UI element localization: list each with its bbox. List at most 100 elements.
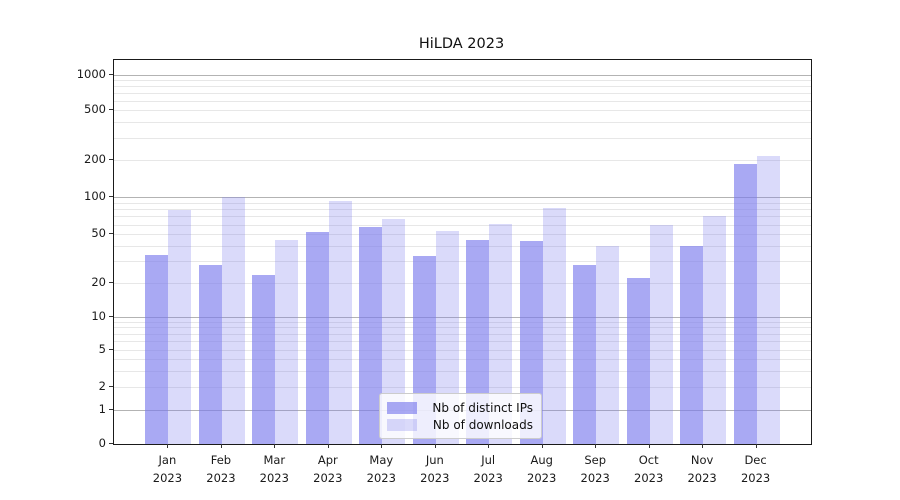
y-tick-label: 50 [91,226,106,241]
bar-distinct-ips [359,227,383,444]
y-tick-mark [108,315,113,317]
y-tick-label: 20 [91,274,106,289]
y-tick-mark [108,386,113,388]
bar-distinct-ips [466,239,490,444]
bar-downloads [221,197,245,444]
bar-downloads [649,224,673,444]
x-tick-mark [434,444,436,448]
gridline-minor [114,86,811,88]
bar-downloads [275,239,299,444]
gridline-major [114,75,811,76]
bar-downloads [489,223,513,444]
gridline-minor [114,370,811,372]
y-tick-label: 500 [84,101,106,116]
x-tick-mark [381,444,383,448]
y-tick-label: 10 [91,308,106,323]
gridline-minor [114,80,811,82]
x-tick-mark [274,444,276,448]
x-tick-label: Mar 2023 [259,453,289,485]
legend-label-distinct-ips: Nb of distinct IPs [432,400,533,415]
bar-distinct-ips [733,163,757,444]
bar-distinct-ips [680,246,704,444]
y-tick-label: 5 [98,341,106,356]
legend-row-distinct-ips: Nb of distinct IPs [387,401,533,415]
gridline-minor [114,261,811,263]
gridline-minor [114,282,811,284]
gridline-minor [114,327,811,329]
bar-distinct-ips [252,275,276,444]
x-tick-mark [595,444,597,448]
gridline-major [114,316,811,318]
gridline-major [114,197,811,199]
legend-label-downloads: Nb of downloads [432,417,533,432]
y-tick-label: 1 [98,401,106,416]
x-tick-mark [167,444,169,448]
gridline-minor [114,341,811,343]
bar-downloads [328,201,352,444]
legend: Nb of distinct IPs Nb of downloads [379,393,542,439]
chart-title: HiLDA 2023 [418,36,505,52]
bar-downloads [596,246,620,444]
y-tick-mark [108,74,113,75]
gridline-minor [114,321,811,323]
x-tick-mark [702,444,704,448]
x-tick-label: Dec 2023 [740,453,771,485]
x-tick-label: May 2023 [366,453,396,485]
bar-downloads [703,216,727,444]
x-tick-mark [488,444,490,448]
legend-swatch-downloads [387,418,417,431]
x-tick-label: Oct 2023 [634,453,664,485]
plot-area: Nb of distinct IPs Nb of downloads [113,59,812,445]
x-tick-mark [755,444,757,448]
gridline-minor [114,349,811,351]
y-tick-label: 0 [98,436,106,450]
bar-distinct-ips [145,254,169,444]
gridline-minor [114,92,811,94]
x-tick-label: Jul 2023 [473,453,503,485]
y-tick-mark [108,196,113,198]
gridline-minor [114,121,811,123]
x-tick-mark [541,444,543,448]
x-tick-label: Aug 2023 [527,453,557,485]
bar-distinct-ips [198,265,222,444]
gridline-minor [114,216,811,218]
x-tick-label: Jan 2023 [152,453,183,485]
legend-row-downloads: Nb of downloads [387,418,533,432]
gridline-minor [114,333,811,335]
x-tick-mark [220,444,222,448]
y-tick-mark [108,108,113,110]
bar-distinct-ips [573,265,597,444]
bar-downloads [168,210,192,444]
y-tick-mark [108,281,113,283]
gridline-minor [114,100,811,102]
y-tick-mark [108,233,113,235]
gridline-minor [114,137,811,139]
x-tick-label: Jun 2023 [420,453,450,485]
y-tick-label: 1000 [76,67,106,81]
y-tick-mark [108,158,113,160]
bar-downloads [756,155,780,444]
x-tick-label: Sep 2023 [580,453,610,485]
x-tick-mark [327,444,329,448]
bar-downloads [382,218,406,444]
gridline-minor [114,109,811,111]
gridline-minor [114,387,811,389]
gridline-minor [114,209,811,211]
y-tick-label: 200 [84,151,106,166]
x-tick-mark [648,444,650,448]
y-tick-label: 2 [98,379,106,394]
gridline-minor [114,246,811,248]
gridline-minor [114,159,811,161]
x-tick-label: Nov 2023 [687,453,717,485]
legend-swatch-distinct-ips [387,401,417,414]
bar-distinct-ips [305,232,329,444]
bar-distinct-ips [626,277,650,444]
bar-downloads [435,231,459,444]
gridline-minor [114,224,811,226]
gridline-minor [114,358,811,360]
y-tick-mark [108,348,113,350]
y-tick-label: 100 [84,189,106,204]
y-tick-mark [108,443,113,444]
x-tick-label: Apr 2023 [313,453,343,485]
